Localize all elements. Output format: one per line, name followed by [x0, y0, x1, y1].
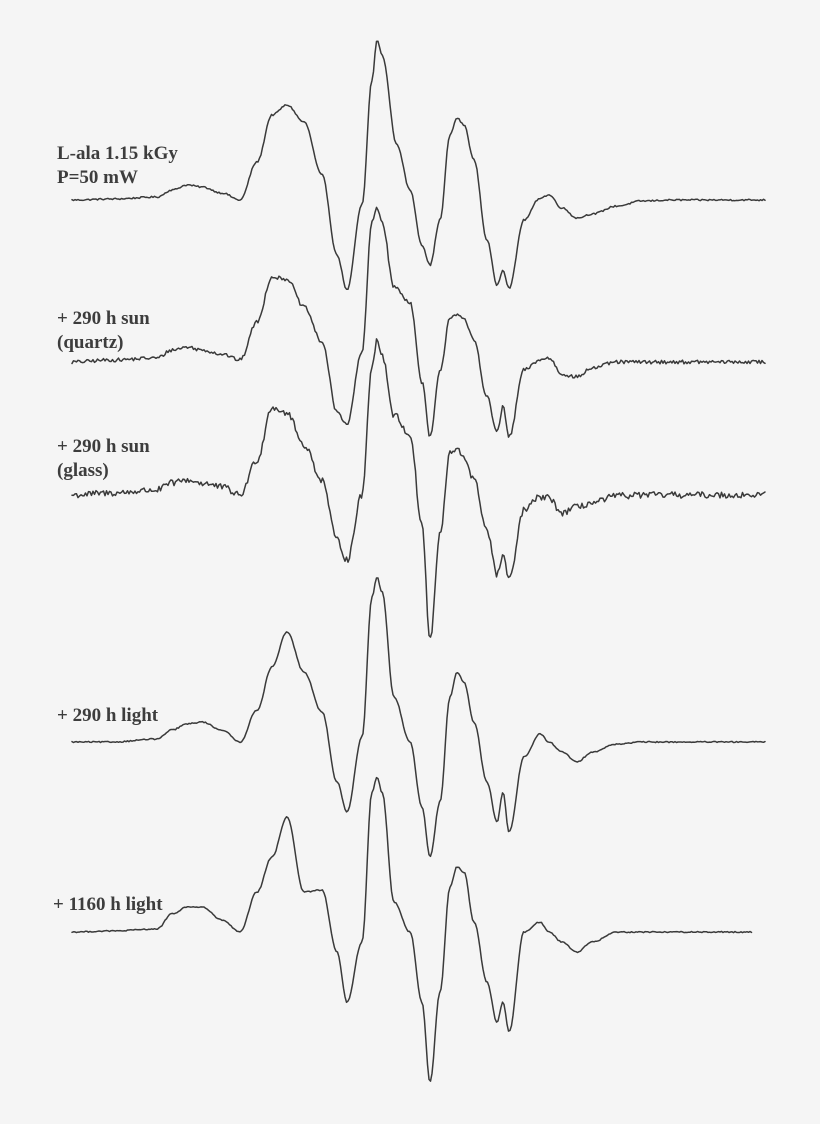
- series-label-0-line-2: P=50 mW: [57, 167, 139, 188]
- series-label-3: + 290 h light: [57, 704, 158, 728]
- spectrum-trace-3: [71, 577, 766, 858]
- series-label-4: + 1160 h light: [53, 893, 163, 917]
- series-label-1-line-1: + 290 h sun: [57, 308, 150, 329]
- series-label-0: L-ala 1.15 kGy P=50 mW: [57, 142, 178, 190]
- series-label-3-line-1: + 290 h light: [57, 705, 159, 726]
- spectrum-trace-4: [71, 776, 753, 1082]
- series-label-1: + 290 h sun (quartz): [57, 307, 150, 355]
- spectrum-trace-1: [71, 206, 766, 438]
- series-label-2-line-1: + 290 h sun: [57, 436, 150, 457]
- series-label-0-line-1: L-ala 1.15 kGy: [57, 143, 178, 164]
- series-label-2: + 290 h sun (glass): [57, 435, 150, 483]
- spectrum-trace-2: [71, 338, 766, 638]
- series-label-2-line-2: (glass): [57, 460, 109, 481]
- series-label-1-line-2: (quartz): [57, 332, 124, 353]
- series-label-4-line-1: + 1160 h light: [53, 894, 163, 915]
- spectrum-trace-0: [71, 40, 766, 291]
